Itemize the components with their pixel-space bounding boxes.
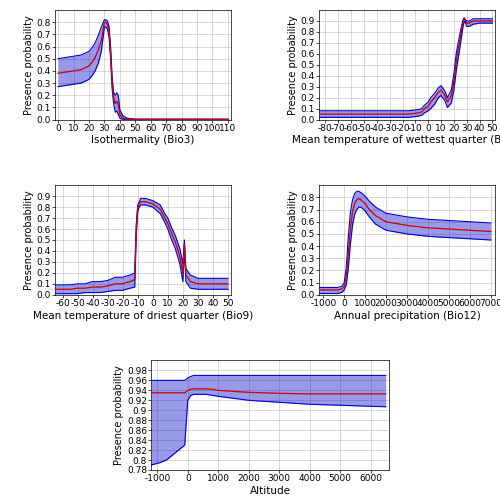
Y-axis label: Presence probability: Presence probability <box>24 190 34 290</box>
Y-axis label: Presence probability: Presence probability <box>114 366 124 465</box>
X-axis label: Mean temperature of wettest quarter (Bio8): Mean temperature of wettest quarter (Bio… <box>292 136 500 145</box>
X-axis label: Isothermality (Bio3): Isothermality (Bio3) <box>92 136 194 145</box>
Y-axis label: Presence probability: Presence probability <box>288 190 298 290</box>
Y-axis label: Presence probability: Presence probability <box>288 15 298 114</box>
X-axis label: Mean temperature of driest quarter (Bio9): Mean temperature of driest quarter (Bio9… <box>33 310 253 320</box>
X-axis label: Altitude: Altitude <box>250 486 290 496</box>
Y-axis label: Presence probability: Presence probability <box>24 15 34 114</box>
X-axis label: Annual precipitation (Bio12): Annual precipitation (Bio12) <box>334 310 480 320</box>
